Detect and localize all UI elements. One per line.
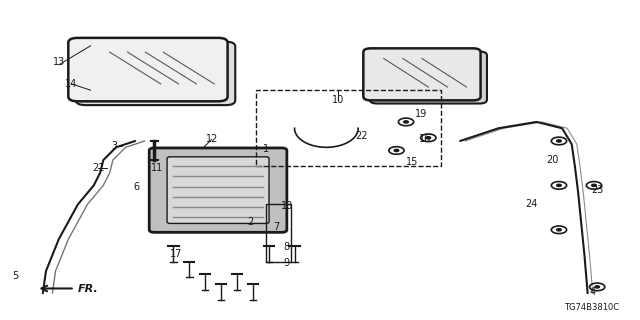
Text: 9: 9: [283, 258, 289, 268]
Text: 4: 4: [589, 287, 596, 297]
Text: 13: 13: [52, 57, 65, 67]
Text: FR.: FR.: [78, 284, 99, 294]
Text: 14: 14: [65, 79, 77, 89]
Text: 15: 15: [406, 156, 419, 167]
Text: 24: 24: [525, 199, 538, 209]
Text: 8: 8: [283, 242, 289, 252]
Circle shape: [394, 149, 399, 152]
Text: 1: 1: [263, 144, 269, 154]
Bar: [266, 204, 291, 261]
Circle shape: [404, 121, 408, 123]
Text: 23: 23: [591, 185, 604, 195]
Text: 22: 22: [355, 131, 367, 141]
Circle shape: [595, 286, 600, 288]
Text: TG74B3810C: TG74B3810C: [564, 303, 620, 312]
Text: 19: 19: [415, 109, 427, 119]
Circle shape: [557, 229, 561, 231]
Text: 20: 20: [547, 155, 559, 165]
Circle shape: [592, 184, 596, 187]
Text: 11: 11: [152, 163, 164, 173]
Text: 6: 6: [133, 182, 140, 192]
FancyBboxPatch shape: [149, 148, 287, 232]
Text: 2: 2: [247, 217, 253, 227]
FancyBboxPatch shape: [370, 52, 487, 104]
Text: 21: 21: [92, 163, 104, 173]
Circle shape: [557, 140, 561, 142]
Text: 10: 10: [332, 95, 344, 105]
FancyBboxPatch shape: [68, 38, 228, 101]
FancyBboxPatch shape: [76, 42, 236, 105]
Circle shape: [557, 184, 561, 187]
Text: 18: 18: [281, 201, 293, 211]
Text: 17: 17: [170, 249, 183, 259]
Text: 16: 16: [419, 134, 431, 144]
Circle shape: [426, 137, 431, 139]
Text: 5: 5: [12, 271, 19, 281]
Text: 7: 7: [273, 222, 280, 232]
Bar: [256, 90, 441, 166]
FancyBboxPatch shape: [167, 157, 269, 223]
Text: 12: 12: [205, 134, 218, 144]
Text: 3: 3: [112, 141, 118, 151]
FancyBboxPatch shape: [364, 48, 481, 100]
